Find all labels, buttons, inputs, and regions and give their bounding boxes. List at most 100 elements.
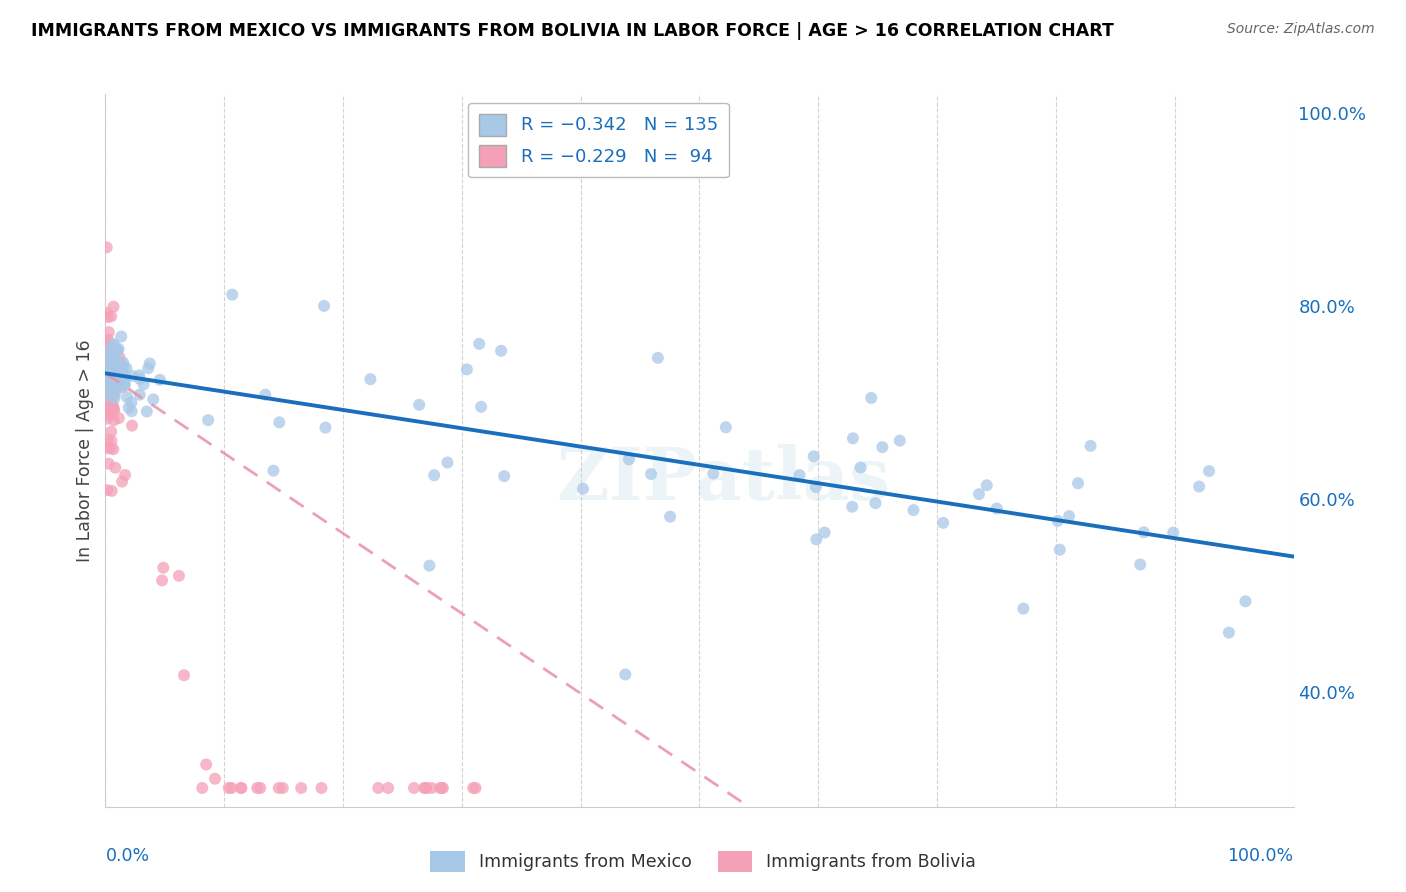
Point <box>96 377 118 392</box>
Point <box>98 359 121 374</box>
Point <box>377 780 399 795</box>
Point <box>111 362 134 376</box>
Point <box>173 668 195 682</box>
Point <box>100 441 122 455</box>
Point <box>262 464 284 478</box>
Point <box>114 378 136 392</box>
Point <box>100 379 122 393</box>
Point <box>813 525 835 540</box>
Point <box>1049 542 1071 557</box>
Point <box>271 780 294 795</box>
Point <box>98 363 121 377</box>
Point <box>103 378 125 392</box>
Point <box>139 356 162 370</box>
Point <box>110 374 132 388</box>
Point <box>97 310 120 324</box>
Point <box>218 780 240 795</box>
Point <box>105 356 128 370</box>
Point <box>103 413 125 427</box>
Point <box>96 385 118 400</box>
Point <box>152 560 174 574</box>
Point <box>96 370 118 384</box>
Point <box>408 398 430 412</box>
Point <box>112 355 135 369</box>
Point <box>96 360 118 375</box>
Point <box>96 378 118 392</box>
Point <box>97 370 120 384</box>
Point <box>98 341 121 355</box>
Point <box>98 361 121 376</box>
Point <box>967 487 990 501</box>
Point <box>108 376 131 390</box>
Point <box>136 361 159 376</box>
Point <box>100 310 122 324</box>
Point <box>100 381 122 395</box>
Point <box>100 376 122 391</box>
Point <box>101 382 124 396</box>
Point <box>103 442 125 457</box>
Point <box>103 349 125 363</box>
Point <box>96 341 118 355</box>
Point <box>103 403 125 417</box>
Point <box>96 368 118 382</box>
Point <box>1161 525 1184 540</box>
Point <box>103 352 125 367</box>
Point <box>107 377 129 392</box>
Legend: R = −0.342   N = 135, R = −0.229   N =  94: R = −0.342 N = 135, R = −0.229 N = 94 <box>468 103 728 178</box>
Point <box>413 780 436 795</box>
Point <box>103 338 125 352</box>
Point <box>415 780 437 795</box>
Point <box>229 780 252 795</box>
Point <box>101 356 124 370</box>
Point <box>195 757 218 772</box>
Point <box>96 406 118 420</box>
Point <box>103 359 125 373</box>
Text: Source: ZipAtlas.com: Source: ZipAtlas.com <box>1227 22 1375 37</box>
Point <box>97 384 120 398</box>
Point <box>98 338 121 352</box>
Point <box>108 351 131 365</box>
Point <box>714 420 737 434</box>
Point <box>806 533 828 547</box>
Point <box>415 780 437 795</box>
Point <box>432 780 454 795</box>
Point <box>100 425 122 439</box>
Point <box>120 395 142 409</box>
Point <box>463 780 485 795</box>
Point <box>614 667 637 681</box>
Point <box>105 343 128 357</box>
Point <box>617 452 640 467</box>
Point <box>429 780 451 795</box>
Point <box>103 352 125 367</box>
Point <box>98 341 121 355</box>
Point <box>100 434 122 448</box>
Point <box>111 372 134 386</box>
Point <box>849 460 872 475</box>
Point <box>104 355 127 369</box>
Point <box>1132 525 1154 540</box>
Point <box>470 400 492 414</box>
Point <box>96 368 118 382</box>
Point <box>135 404 157 418</box>
Point <box>1046 514 1069 528</box>
Point <box>96 351 118 365</box>
Point <box>103 342 125 356</box>
Point <box>149 373 172 387</box>
Point <box>789 468 811 483</box>
Point <box>96 306 118 320</box>
Point <box>98 364 121 378</box>
Point <box>314 299 336 313</box>
Point <box>100 375 122 389</box>
Point <box>121 404 143 418</box>
Point <box>98 401 121 416</box>
Point <box>128 387 150 401</box>
Point <box>104 460 127 475</box>
Point <box>1129 558 1152 572</box>
Text: 0.0%: 0.0% <box>105 847 149 864</box>
Point <box>103 300 125 314</box>
Point <box>889 434 911 448</box>
Point <box>128 368 150 383</box>
Point <box>112 359 135 374</box>
Point <box>97 388 120 402</box>
Point <box>96 372 118 386</box>
